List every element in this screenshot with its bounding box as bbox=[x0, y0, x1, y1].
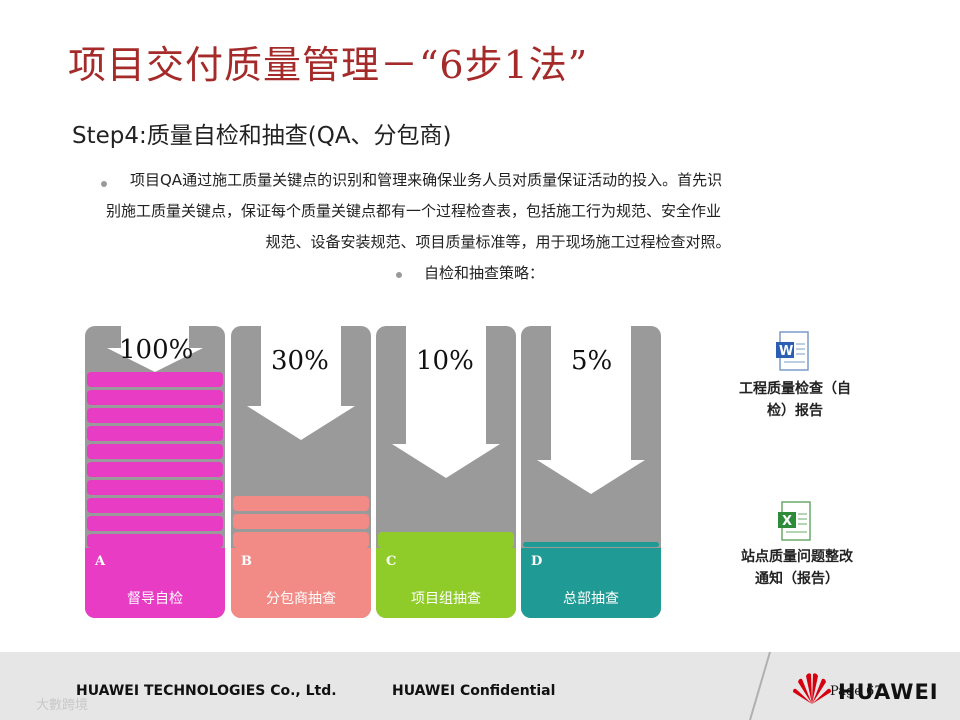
footer-watermark: 大數跨境 bbox=[36, 698, 89, 713]
band bbox=[378, 532, 514, 548]
footer-page-number: Page 67 bbox=[830, 684, 883, 699]
footer-brand: HUAWEI bbox=[838, 680, 939, 704]
column-a-percent: 100% bbox=[119, 335, 194, 365]
bullet-icon bbox=[101, 181, 107, 187]
band bbox=[87, 444, 223, 459]
column-a-bands bbox=[85, 372, 225, 548]
column-b-percent: 30% bbox=[271, 346, 329, 376]
band bbox=[87, 534, 223, 548]
band bbox=[87, 480, 223, 495]
column-c: C 项目组抽查 bbox=[376, 326, 516, 618]
report-label-1-line: 检）报告 bbox=[767, 403, 823, 419]
column-a-footer: A 督导自检 bbox=[85, 548, 225, 618]
column-d-footer: D 总部抽查 bbox=[521, 548, 661, 618]
column-a: A 督导自检 bbox=[85, 326, 225, 618]
svg-text:W: W bbox=[779, 344, 793, 359]
arrow-down-icon bbox=[392, 326, 500, 478]
column-d-bands bbox=[521, 542, 661, 548]
band bbox=[233, 514, 369, 529]
column-d: D 总部抽查 bbox=[521, 326, 661, 618]
report-label-1-line: 工程质量检查（自 bbox=[739, 381, 851, 397]
column-c-bands bbox=[376, 532, 516, 548]
column-b: B 分包商抽查 bbox=[231, 326, 371, 618]
band bbox=[87, 372, 223, 387]
footer-confidential: HUAWEI Confidential bbox=[392, 683, 556, 699]
slide-subtitle: Step4:质量自检和抽查(QA、分包商) bbox=[72, 123, 452, 149]
column-c-footer: C 项目组抽查 bbox=[376, 548, 516, 618]
column-d-percent: 5% bbox=[571, 346, 613, 376]
paragraph-2: 自检和抽查策略： bbox=[424, 264, 545, 282]
band bbox=[87, 516, 223, 531]
band bbox=[233, 496, 369, 511]
word-document-icon: W bbox=[776, 331, 809, 371]
arrow-down-icon bbox=[107, 326, 203, 372]
band bbox=[87, 408, 223, 423]
band bbox=[87, 426, 223, 441]
arrow-down-icon bbox=[537, 326, 645, 494]
column-label: 项目组抽查 bbox=[411, 591, 481, 607]
huawei-logo-icon bbox=[793, 673, 831, 704]
column-b-bands bbox=[231, 496, 371, 548]
column-letter: C bbox=[386, 554, 397, 569]
band bbox=[233, 532, 369, 548]
arrow-down-icon bbox=[247, 326, 355, 440]
report-label-2-line: 通知（报告） bbox=[755, 571, 839, 587]
svg-text:X: X bbox=[782, 514, 792, 529]
band bbox=[87, 390, 223, 405]
paragraph-1-line: 规范、设备安装规范、项目质量标准等，用于现场施工过程检查对照。 bbox=[265, 233, 731, 251]
report-label-2: 站点质量问题整改 通知（报告） bbox=[722, 546, 872, 590]
column-letter: A bbox=[95, 554, 106, 569]
column-label: 分包商抽查 bbox=[266, 591, 336, 607]
band bbox=[87, 498, 223, 513]
paragraph-1-line: 项目QA通过施工质量关键点的识别和管理来确保业务人员对质量保证活动的投入。首先识 bbox=[130, 171, 723, 189]
report-label-1: 工程质量检查（自 检）报告 bbox=[720, 378, 870, 422]
column-c-percent: 10% bbox=[416, 346, 474, 376]
band bbox=[523, 542, 659, 547]
report-label-2-line: 站点质量问题整改 bbox=[741, 549, 853, 565]
column-b-footer: B 分包商抽查 bbox=[231, 548, 371, 618]
column-label: 督导自检 bbox=[127, 591, 183, 607]
footer-company: HUAWEI TECHNOLOGIES Co., Ltd. bbox=[76, 683, 337, 699]
bullet-icon bbox=[396, 272, 402, 278]
column-letter: B bbox=[241, 554, 252, 569]
band bbox=[87, 462, 223, 477]
footer-divider bbox=[749, 652, 771, 720]
column-letter: D bbox=[531, 554, 543, 569]
paragraph-1-line: 别施工质量关键点，保证每个质量关键点都有一个过程检查表，包括施工行为规范、安全作… bbox=[106, 202, 722, 220]
column-label: 总部抽查 bbox=[563, 591, 619, 607]
paragraph-1: 项目QA通过施工质量关键点的识别和管理来确保业务人员对质量保证活动的投入。首先识… bbox=[106, 165, 878, 258]
excel-document-icon: X bbox=[778, 501, 811, 541]
footer-bar bbox=[0, 652, 960, 720]
slide-title: 项目交付质量管理－“6步1法” bbox=[68, 43, 589, 87]
